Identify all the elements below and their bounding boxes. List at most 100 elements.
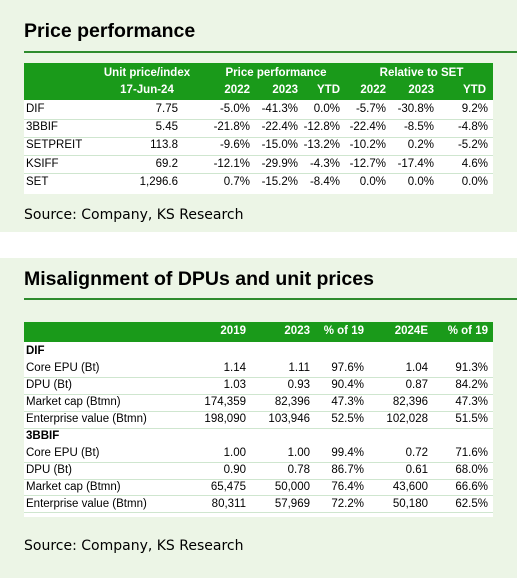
row-value: -29.9% <box>261 157 298 170</box>
row-value: 68.0% <box>455 463 488 476</box>
row-label: Core EPU (Bt) <box>26 447 100 459</box>
row-divider <box>24 393 493 395</box>
row-value: 0.78 <box>287 463 310 476</box>
price-performance-title: Price performance <box>24 20 196 42</box>
row-value: 97.6% <box>331 362 364 375</box>
row-value: 86.7% <box>331 463 364 476</box>
row-value: 1.00 <box>287 447 310 459</box>
row-value: -5.7% <box>355 103 386 115</box>
misalignment-panel: Misalignment of DPUs and unit prices 201… <box>0 258 517 578</box>
misalignment-source: Source: Company, KS Research <box>24 538 244 554</box>
row-value: 47.3% <box>331 396 364 408</box>
row-value: -12.7% <box>349 157 386 170</box>
row-value: 69.2 <box>155 157 178 170</box>
row-value: 76.4% <box>331 480 364 493</box>
row-value: 1.00 <box>223 447 246 459</box>
row-value: 91.3% <box>455 362 488 375</box>
header-col: 2024E <box>394 325 428 337</box>
header-col: % of 19 <box>447 325 488 337</box>
row-value: 47.3% <box>455 396 488 408</box>
row-value: 1.11 <box>288 362 310 375</box>
row-value: -8.4% <box>309 175 340 188</box>
header-col: 2023 <box>284 325 310 337</box>
row-divider <box>24 136 493 138</box>
section-label: DIF <box>26 345 45 357</box>
row-label: Market cap (Btmn) <box>26 480 121 493</box>
header-date: 17-Jun-24 <box>120 84 174 96</box>
row-value: 174,359 <box>204 396 246 408</box>
header-relative-to-set: Relative to SET <box>379 67 464 79</box>
row-label: Market cap (Btmn) <box>26 396 121 408</box>
price-performance-panel: Price performance Unit price/index 17-Ju… <box>0 0 517 232</box>
row-value: 80,311 <box>211 497 246 510</box>
row-label: SETPREIT <box>26 139 83 152</box>
row-value: 66.6% <box>455 480 488 493</box>
row-value: 0.0% <box>313 103 340 115</box>
row-value: 102,028 <box>386 412 428 425</box>
row-value: 5.45 <box>155 121 178 134</box>
row-value: 50,000 <box>274 480 310 493</box>
row-label: DPU (Bt) <box>26 463 72 476</box>
row-value: 7.75 <box>155 103 178 115</box>
header-year: YTD <box>317 84 340 96</box>
row-value: 0.90 <box>223 463 246 476</box>
row-value: -5.0% <box>219 103 250 115</box>
row-value: -15.2% <box>261 175 298 188</box>
row-value: -22.4% <box>349 121 386 134</box>
row-value: 65,475 <box>210 480 246 493</box>
title-underline <box>24 298 517 300</box>
header-col: 2019 <box>220 325 246 337</box>
row-value: 0.61 <box>405 463 428 476</box>
row-value: -12.1% <box>213 157 250 170</box>
row-value: 0.0% <box>461 175 488 188</box>
row-value: 1.14 <box>223 362 246 375</box>
row-label: Enterprise value (Btmn) <box>26 497 147 510</box>
row-value: 113.8 <box>150 139 178 152</box>
row-value: 50,180 <box>392 497 428 510</box>
row-value: 82,396 <box>274 396 310 408</box>
row-label: DIF <box>26 103 45 115</box>
row-value: -22.4% <box>261 121 298 134</box>
row-value: 90.4% <box>331 379 364 392</box>
row-value: -15.0% <box>261 139 298 152</box>
row-divider <box>24 495 493 497</box>
header-col: % of 19 <box>323 325 364 337</box>
row-value: 72.2% <box>331 497 364 510</box>
misalignment-title: Misalignment of DPUs and unit prices <box>24 268 374 290</box>
row-divider <box>24 427 493 429</box>
table-header: Unit price/index 17-Jun-24 Price perform… <box>24 63 493 100</box>
row-value: 0.0% <box>359 175 386 188</box>
row-value: -17.4% <box>397 157 434 170</box>
row-value: 84.2% <box>455 379 488 392</box>
title-underline <box>24 51 517 53</box>
header-year: 2023 <box>408 84 434 96</box>
row-value: 103,946 <box>268 412 310 425</box>
row-value: -10.2% <box>349 139 386 152</box>
row-value: 71.6% <box>455 447 488 459</box>
row-label: SET <box>26 175 49 188</box>
row-value: 99.4% <box>331 447 364 459</box>
row-value: 62.5% <box>455 497 488 510</box>
row-divider <box>24 118 493 120</box>
row-divider <box>24 376 493 378</box>
row-value: -30.8% <box>397 103 434 115</box>
row-value: 4.6% <box>461 157 488 170</box>
row-value: -4.3% <box>309 157 340 170</box>
row-value: 1.03 <box>223 379 246 392</box>
row-value: 51.5% <box>455 412 488 425</box>
price-performance-source: Source: Company, KS Research <box>24 207 244 223</box>
table-header: 2019 2023 % of 19 2024E % of 19 <box>24 322 493 342</box>
row-value: -4.8% <box>457 121 488 134</box>
row-value: 0.2% <box>407 139 434 152</box>
row-value: -21.8% <box>213 121 250 134</box>
row-value: 1,296.6 <box>139 175 178 188</box>
header-year: 2023 <box>272 84 298 96</box>
row-divider <box>24 154 493 156</box>
row-value: 198,090 <box>204 412 246 425</box>
row-value: 0.87 <box>405 379 428 392</box>
header-price-performance: Price performance <box>225 67 327 79</box>
row-label: Core EPU (Bt) <box>26 362 100 375</box>
misalignment-table: 2019 2023 % of 19 2024E % of 19 DIF Core … <box>24 322 493 517</box>
row-value: 82,396 <box>392 396 428 408</box>
section-label: 3BBIF <box>26 429 60 442</box>
